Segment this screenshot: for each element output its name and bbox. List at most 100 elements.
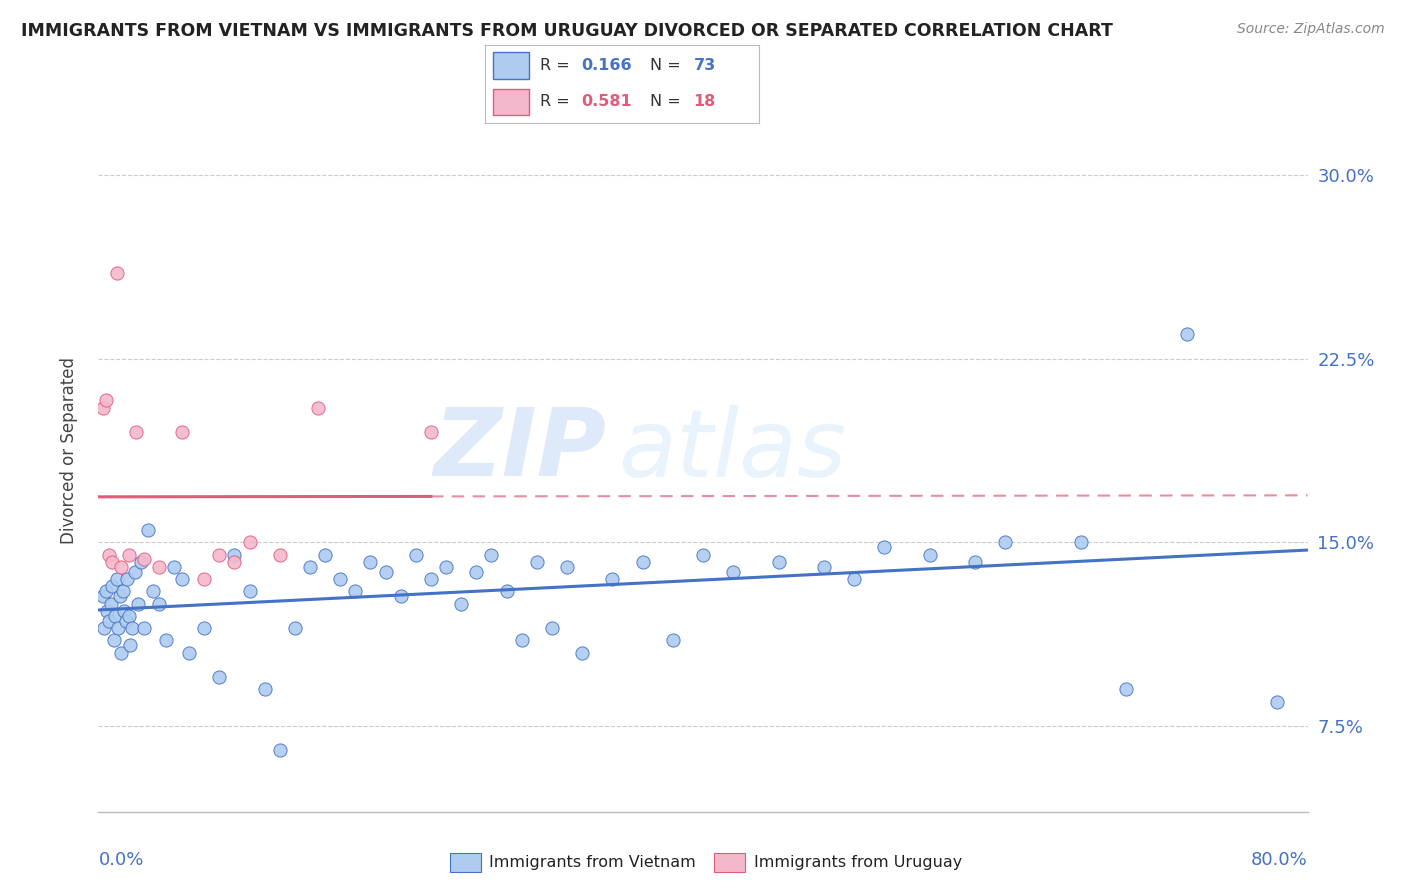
Text: 80.0%: 80.0% [1251,852,1308,870]
Point [450,597,472,611]
Point [307,401,329,415]
Point [965,555,987,569]
Text: N =: N = [650,95,681,110]
Point [1070,535,1092,549]
Point [465,565,488,579]
Point [96,604,118,618]
Point [142,584,165,599]
Point [224,548,246,562]
Text: Source: ZipAtlas.com: Source: ZipAtlas.com [1237,22,1385,37]
Point [844,572,866,586]
Point [1175,327,1198,342]
Text: Immigrants from Uruguay: Immigrants from Uruguay [754,855,962,870]
Point [405,548,427,562]
Text: IMMIGRANTS FROM VIETNAM VS IMMIGRANTS FROM URUGUAY DIVORCED OR SEPARATED CORRELA: IMMIGRANTS FROM VIETNAM VS IMMIGRANTS FR… [21,22,1114,40]
Point [104,608,127,623]
Point [1115,682,1137,697]
Text: 18: 18 [693,95,716,110]
Point [108,589,131,603]
Point [631,555,654,569]
Text: 0.0%: 0.0% [98,852,143,870]
Point [555,559,578,574]
Point [224,555,246,569]
Point [148,597,170,611]
Point [103,633,125,648]
Point [155,633,177,648]
Point [120,638,142,652]
Text: R =: R = [540,58,569,73]
Point [299,559,322,574]
Point [571,646,593,660]
Point [132,552,155,566]
Point [107,621,129,635]
Point [994,535,1017,549]
Point [314,548,336,562]
Point [692,548,714,562]
Point [768,555,790,569]
Point [94,584,117,599]
Point [481,548,503,562]
Point [495,584,517,599]
Text: 73: 73 [693,58,716,73]
Point [420,572,443,586]
Text: atlas: atlas [619,405,846,496]
Point [110,646,132,660]
Point [98,614,121,628]
Point [434,559,457,574]
Bar [714,853,745,872]
Point [873,540,896,554]
Point [127,597,149,611]
Point [170,572,193,586]
Point [112,604,135,618]
Point [269,548,291,562]
Point [101,579,124,593]
Text: 0.166: 0.166 [581,58,631,73]
Point [813,559,835,574]
Text: Immigrants from Vietnam: Immigrants from Vietnam [489,855,696,870]
Text: N =: N = [650,58,681,73]
Y-axis label: Divorced or Separated: Divorced or Separated [59,357,77,544]
Point [114,614,136,628]
Point [132,621,155,635]
Bar [450,853,481,872]
Text: R =: R = [540,95,569,110]
Bar [494,53,529,79]
Point [111,584,134,599]
Point [129,555,152,569]
Point [110,559,132,574]
Point [253,682,276,697]
Point [136,523,159,537]
Point [121,621,143,635]
Point [208,548,231,562]
Point [420,425,443,439]
Point [526,555,548,569]
Point [100,597,122,611]
Point [101,555,124,569]
Point [193,572,215,586]
Point [661,633,683,648]
Point [118,608,141,623]
Point [163,559,186,574]
Point [510,633,533,648]
Point [94,393,117,408]
Point [93,621,115,635]
Point [105,266,128,280]
Point [125,425,148,439]
Point [360,555,382,569]
Point [91,589,114,603]
Point [540,621,562,635]
Point [918,548,941,562]
Point [208,670,231,684]
Point [723,565,745,579]
Text: ZIP: ZIP [433,404,606,497]
Point [98,548,121,562]
Bar [494,88,529,115]
Point [91,401,114,415]
Point [344,584,367,599]
Point [269,743,291,757]
Point [284,621,307,635]
Point [239,535,262,549]
Point [118,548,141,562]
Point [105,572,128,586]
Point [389,589,412,603]
